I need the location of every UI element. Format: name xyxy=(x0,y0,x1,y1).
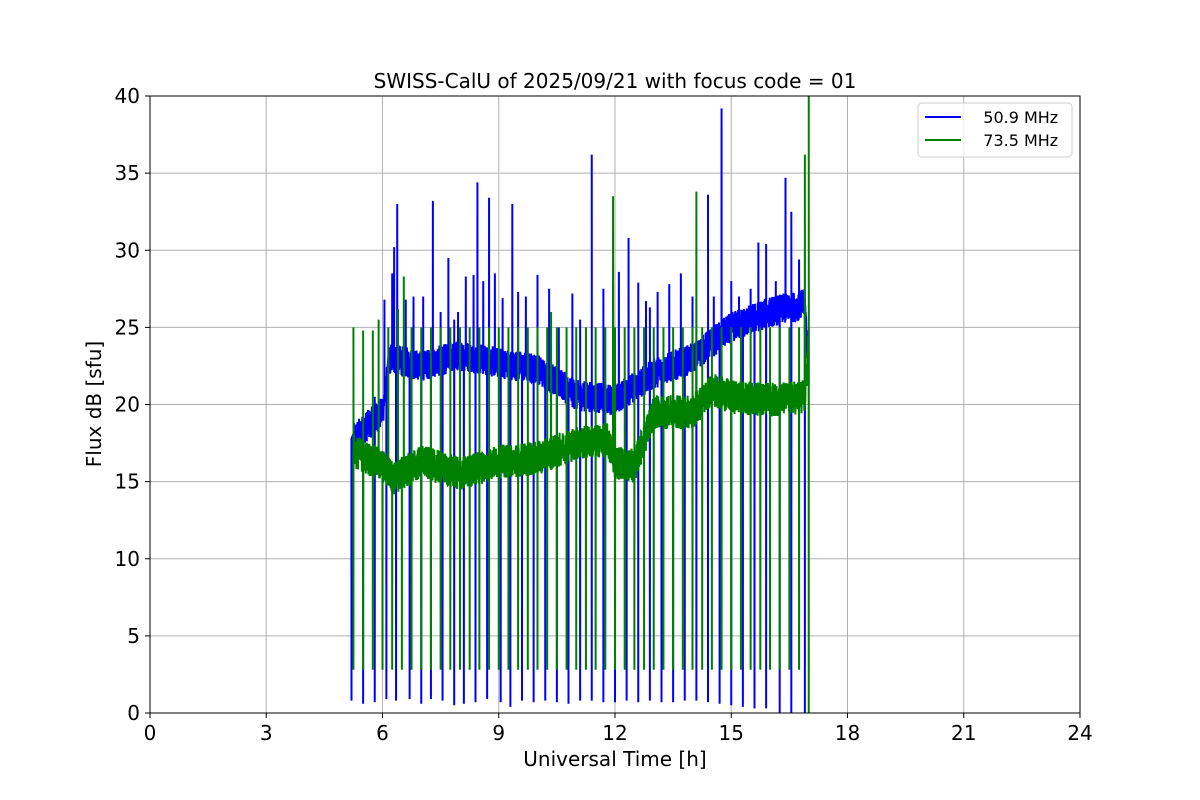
y-tick-label: 35 xyxy=(115,161,140,185)
legend-label-73-5-mhz: 73.5 MHz xyxy=(968,131,1058,150)
x-tick-label: 18 xyxy=(835,721,860,745)
y-tick-label: 30 xyxy=(115,238,140,262)
series-line-0 xyxy=(350,108,810,714)
legend-label-50-9-mhz: 50.9 MHz xyxy=(968,108,1058,127)
chart-title: SWISS-CalU of 2025/09/21 with focus code… xyxy=(374,69,857,93)
legend: 50.9 MHz 73.5 MHz xyxy=(917,102,1073,158)
series-line-1 xyxy=(352,95,810,714)
y-tick-label: 5 xyxy=(127,624,140,648)
x-tick-label: 0 xyxy=(144,721,157,745)
y-axis-label: Flux dB [sfu] xyxy=(82,341,106,467)
y-tick-label: 20 xyxy=(115,393,140,417)
x-tick-label: 9 xyxy=(492,721,505,745)
x-tick-label: 15 xyxy=(719,721,744,745)
y-tick-label: 15 xyxy=(115,470,140,494)
x-tick-label: 3 xyxy=(260,721,273,745)
x-tick-label: 6 xyxy=(376,721,389,745)
x-tick-label: 21 xyxy=(951,721,976,745)
y-tick-label: 40 xyxy=(115,84,140,108)
x-tick-label: 24 xyxy=(1067,721,1092,745)
y-tick-label: 25 xyxy=(115,315,140,339)
series-layer xyxy=(350,95,810,714)
y-tick-label: 10 xyxy=(115,547,140,571)
y-tick-label: 0 xyxy=(127,701,140,725)
x-tick-label: 12 xyxy=(602,721,627,745)
x-axis-label: Universal Time [h] xyxy=(523,747,706,771)
tick-layer: 0 3 6 9 12 15 18 21 24 0 5 10 15 20 25 30 35 40 xyxy=(115,84,1093,745)
